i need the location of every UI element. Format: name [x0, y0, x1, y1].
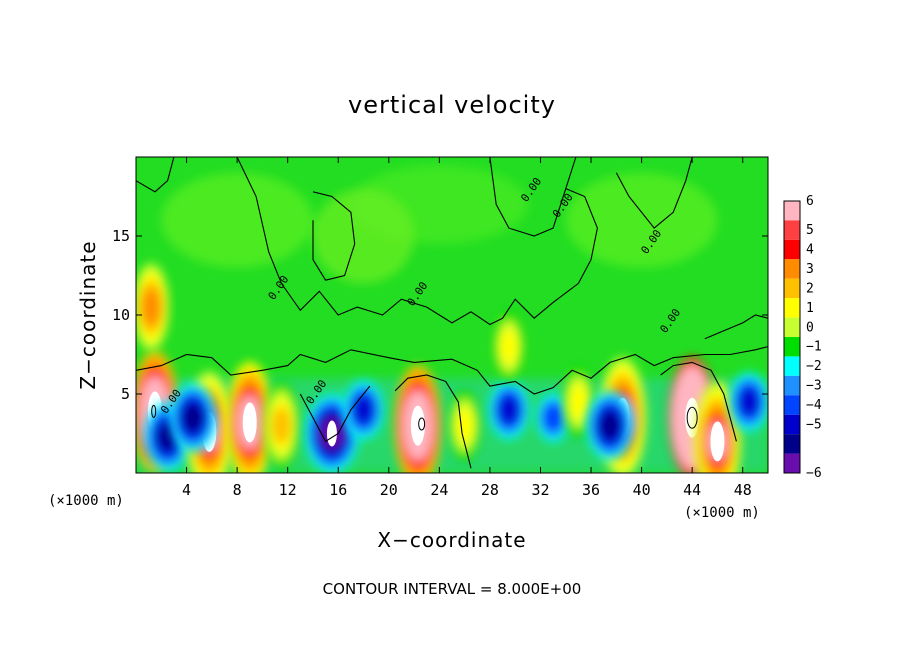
x-tick-label: 24: [430, 481, 448, 499]
colorbar-swatch: [784, 434, 800, 454]
feature-blob: [136, 263, 170, 351]
x-tick-label: 48: [734, 481, 752, 499]
x-axis-label: X−coordinate: [377, 528, 526, 552]
colorbar-label: −2: [806, 359, 822, 374]
x-tick-label: 12: [279, 481, 297, 499]
x-tick-label: 32: [531, 481, 549, 499]
core-white: [710, 421, 725, 462]
core-white: [242, 402, 257, 443]
colorbar-swatch: [784, 356, 800, 376]
feature-blob: [586, 391, 634, 461]
contour-interval-note: CONTOUR INTERVAL = 8.000E+00: [323, 580, 582, 598]
contour-line: [660, 361, 737, 442]
x-unit-left: (×1000 m): [48, 493, 124, 509]
colorbar-swatch: [784, 220, 800, 240]
feature-blob: [488, 380, 530, 440]
colorbar-swatch: [784, 278, 800, 299]
x-tick-label: 20: [380, 481, 398, 499]
x-tick-label: 40: [633, 481, 651, 499]
colorbar-label: 1: [806, 301, 814, 316]
colorbar-label: −1: [806, 340, 822, 355]
chart-title: vertical velocity: [348, 91, 556, 119]
x-axis-ticks: 4 8 12 16 20 24 28 32 36 40 44 48: [182, 157, 752, 499]
y-tick-label: 15: [112, 227, 130, 245]
colorbar-label: −5: [806, 417, 822, 432]
colorbar-swatch: [784, 298, 800, 318]
core-white: [326, 420, 337, 447]
contour-line: [615, 157, 693, 229]
contour-ring: [686, 406, 698, 429]
y-axis-ticks: 5 10 15: [112, 227, 768, 403]
colorbar: 6 5 4 3 2 1 0 −1 −2 −3 −4 −5 −6: [783, 194, 822, 481]
x-tick-label: 36: [582, 481, 600, 499]
contour-ring: [151, 404, 157, 418]
colorbar-swatch: [784, 259, 800, 279]
field-patch: [161, 172, 313, 268]
colorbar-swatch: [784, 201, 800, 221]
colorbar-label: −3: [806, 379, 822, 394]
y-tick-label: 5: [121, 385, 130, 403]
colorbar-swatch: [784, 317, 800, 337]
colorbar-label: −6: [806, 466, 822, 481]
colorbar-label: 6: [806, 194, 814, 209]
contour-line: [312, 191, 356, 281]
feature-blob: [169, 383, 217, 453]
contour-line: [489, 157, 577, 237]
colorbar-swatch: [784, 414, 800, 435]
x-tick-label: 16: [329, 481, 347, 499]
x-tick-label: 28: [481, 481, 499, 499]
x-unit-right: (×1000 m): [684, 505, 760, 521]
colorbar-label: −4: [806, 398, 822, 413]
feature-blob: [536, 393, 571, 443]
colorbar-label: 0: [806, 320, 814, 335]
velocity-field: [136, 157, 768, 473]
x-tick-label: 44: [683, 481, 701, 499]
colorbar-frame: [783, 200, 801, 474]
contour-line: [704, 314, 768, 340]
contour-line: [136, 157, 175, 193]
contour-line: [136, 346, 768, 395]
feature-blob: [728, 372, 768, 432]
colorbar-swatch: [784, 239, 800, 260]
y-tick-label: 10: [112, 306, 130, 324]
x-tick-label: 8: [233, 481, 242, 499]
colorbar-label: 2: [806, 281, 814, 296]
x-tick-label: 4: [182, 481, 191, 499]
feature-blob: [449, 390, 480, 461]
feature-blob: [493, 311, 524, 382]
feature-blob: [563, 366, 594, 438]
colorbar-label: 4: [806, 243, 814, 258]
feature-blob: [343, 380, 384, 440]
contour-line: [394, 374, 472, 469]
y-axis-label: Z−coordinate: [76, 240, 100, 389]
colorbar-swatch: [784, 337, 800, 357]
field-patch: [312, 188, 415, 284]
feature-blob: [263, 381, 300, 470]
colorbar-label: 5: [806, 223, 814, 238]
contour-line: [299, 385, 371, 443]
colorbar-swatch: [784, 395, 800, 415]
zero-contour-lines: [136, 157, 768, 469]
core-white: [410, 405, 425, 446]
field-patch: [565, 172, 718, 268]
contour-ring: [418, 417, 426, 431]
contour-line: [236, 157, 598, 326]
colorbar-swatch: [784, 453, 800, 473]
colorbar-label: 3: [806, 262, 814, 277]
colorbar-swatch: [784, 375, 800, 396]
